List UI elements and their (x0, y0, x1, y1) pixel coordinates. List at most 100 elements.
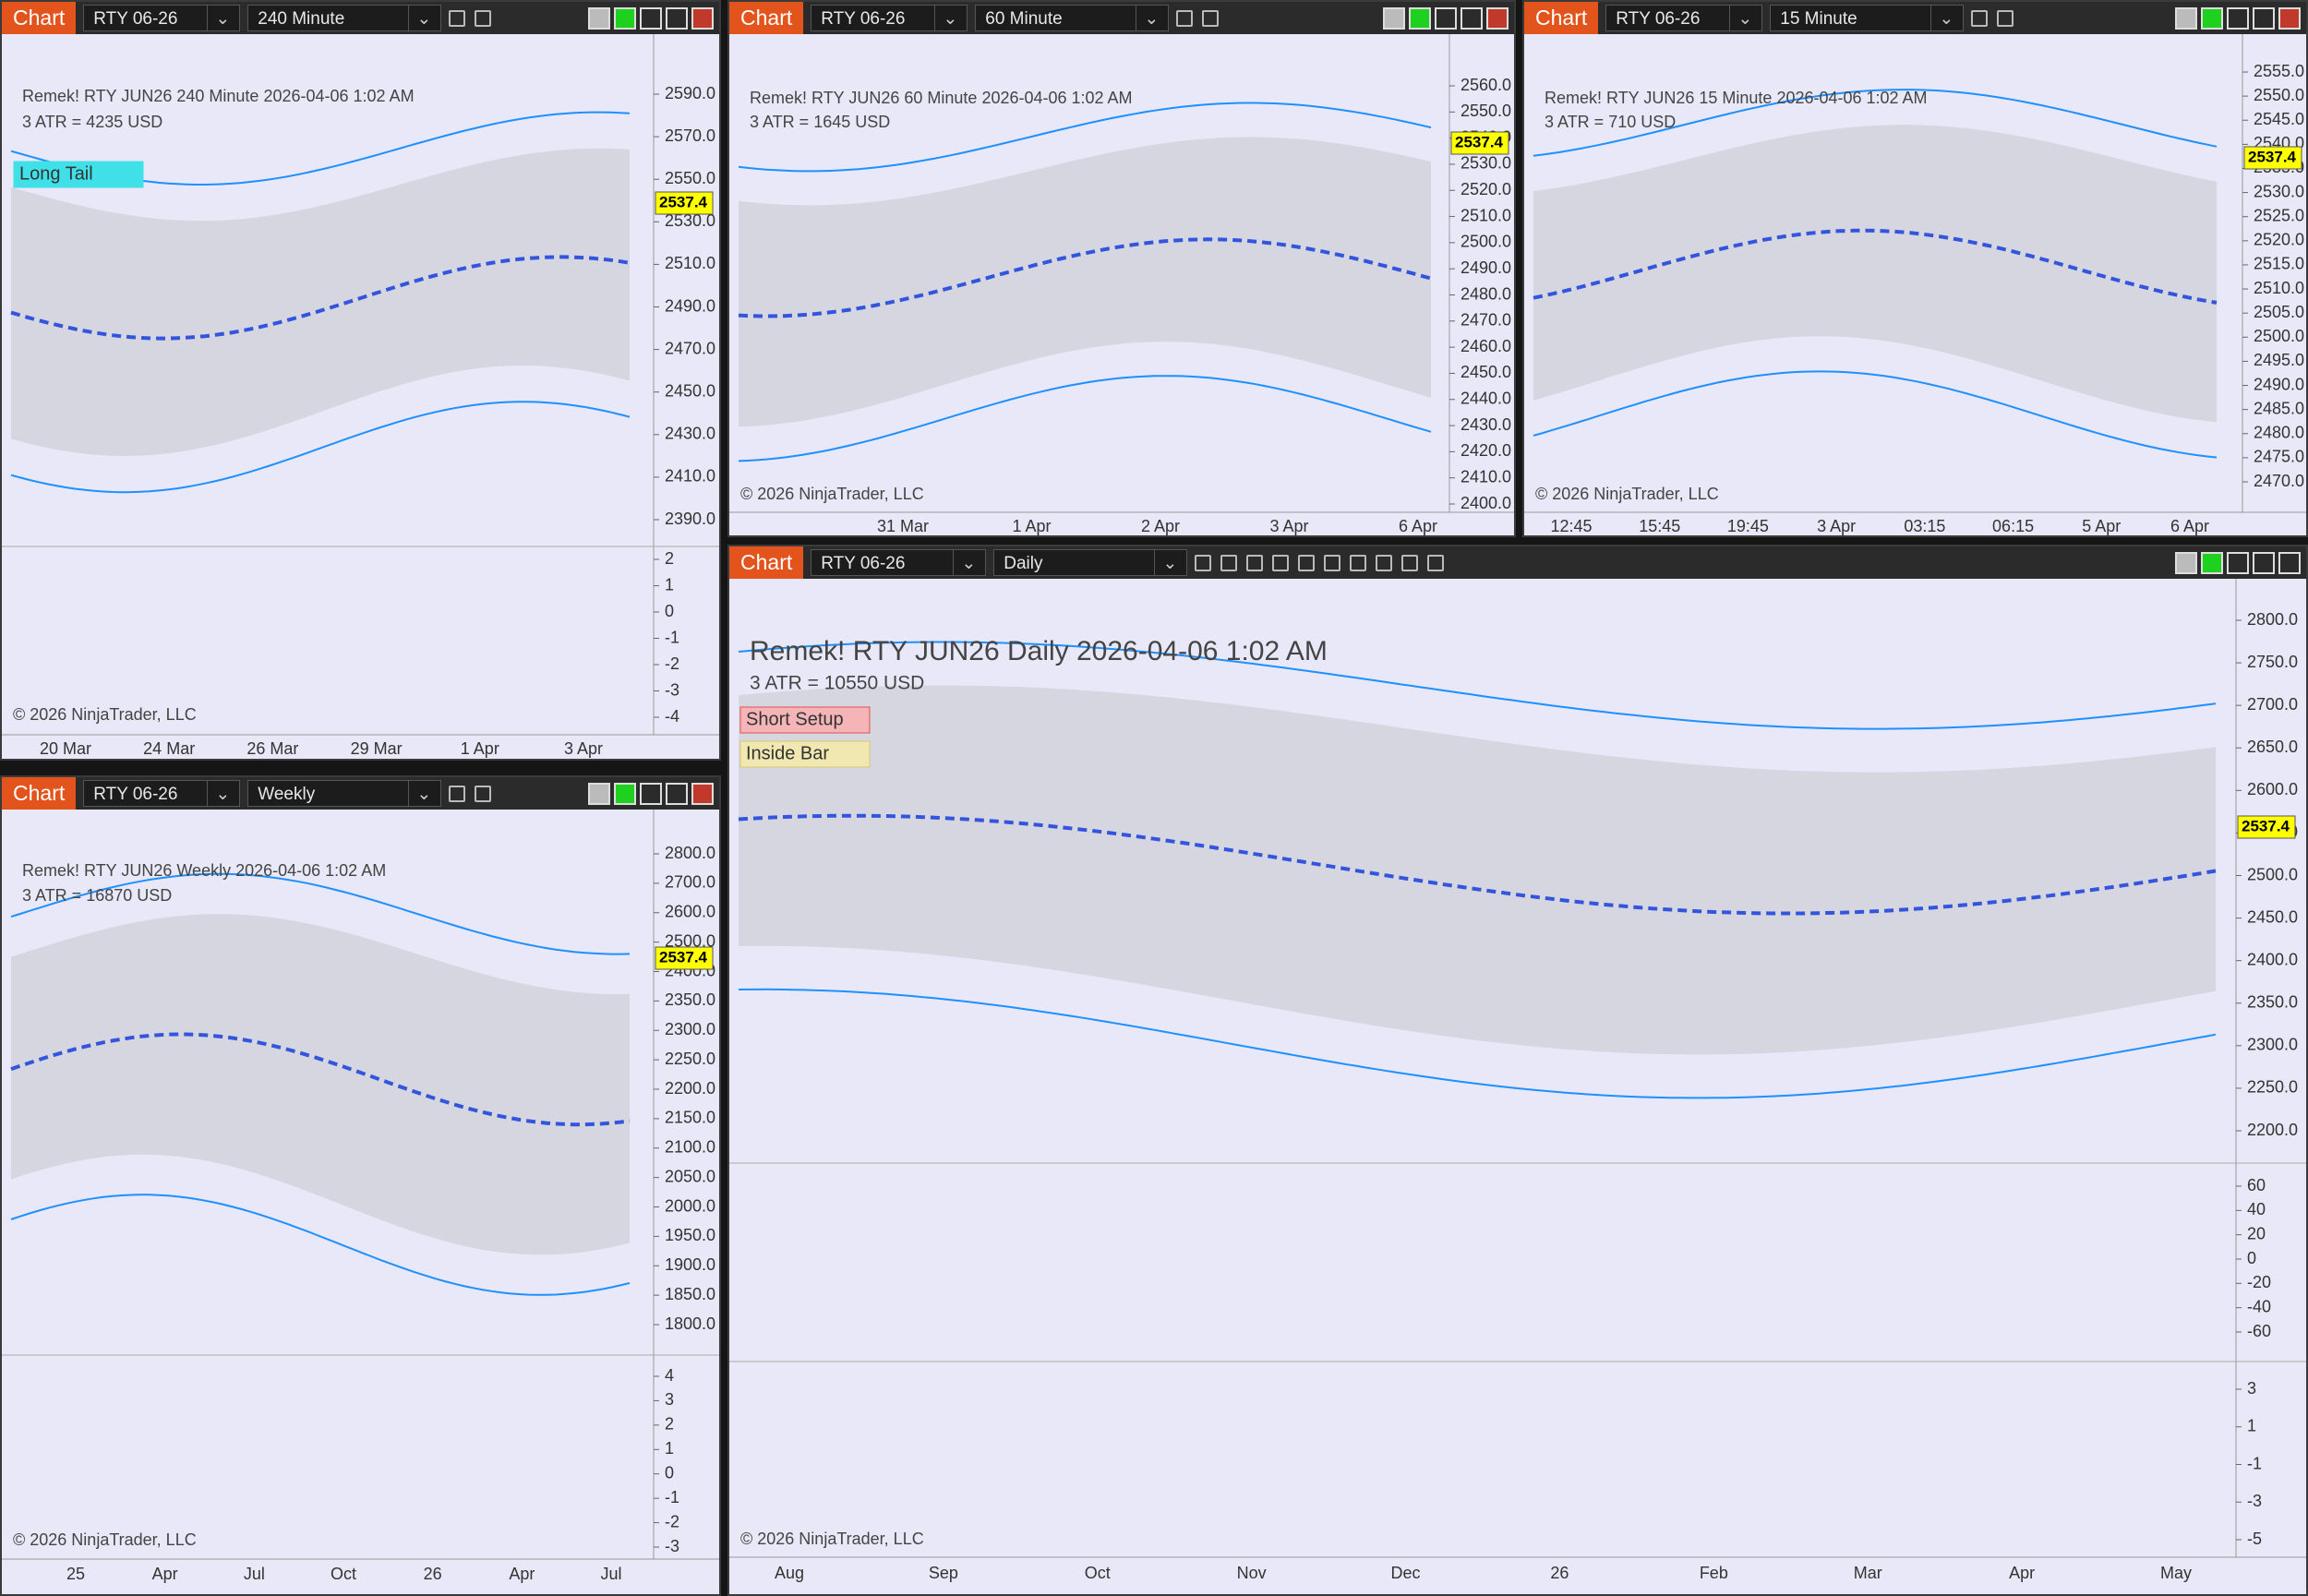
time-label: 6 Apr (1399, 517, 1437, 535)
window-button[interactable] (1461, 6, 1483, 30)
window-button[interactable] (2278, 6, 2301, 30)
price-label: 2500.0 (2254, 327, 2304, 345)
window-button[interactable] (588, 782, 610, 805)
toolbar: Chart RTY 06-26 ⌄ 60 Minute ⌄ (729, 2, 1514, 34)
upper-band (738, 641, 2217, 730)
interval-selector[interactable]: 240 Minute ⌄ (247, 5, 442, 31)
time-label: Feb (1700, 1564, 1728, 1582)
instrument-selector[interactable]: RTY 06-26 ⌄ (811, 5, 968, 31)
signal-label-text: Short Setup (746, 709, 844, 729)
envelope-band (11, 914, 630, 1255)
window-button[interactable] (2278, 551, 2301, 574)
toolbar: Chart RTY 06-26 ⌄ Weekly ⌄ (2, 777, 719, 810)
time-label: 19:45 (1727, 517, 1769, 535)
tool-icon[interactable] (1246, 554, 1264, 571)
time-label: May (2160, 1564, 2192, 1582)
window-button[interactable] (614, 782, 636, 805)
tool-icon[interactable] (1220, 554, 1238, 571)
interval: Daily (1004, 554, 1043, 573)
window-button[interactable] (666, 6, 688, 30)
time-label: 1 Apr (1012, 517, 1051, 535)
window-button[interactable] (2175, 551, 2197, 574)
price-label: 2490.0 (665, 296, 715, 315)
tool-icon[interactable] (1272, 554, 1290, 571)
window-button[interactable] (614, 6, 636, 30)
instrument-selector[interactable]: RTY 06-26 ⌄ (83, 780, 241, 807)
interval-selector[interactable]: 15 Minute ⌄ (1770, 5, 1965, 31)
tool-icon[interactable] (1971, 9, 1989, 27)
interval-selector[interactable]: Daily ⌄ (993, 549, 1188, 576)
price-label: 2200.0 (665, 1079, 715, 1098)
price-label: 2390.0 (665, 510, 715, 528)
chart-tab: Chart (1524, 2, 1599, 34)
price-tag-box (655, 191, 714, 215)
window-button[interactable] (640, 782, 662, 805)
envelope-band (739, 137, 1431, 427)
window-button[interactable] (691, 782, 714, 805)
instrument-selector[interactable]: RTY 06-26 ⌄ (811, 549, 987, 576)
time-label: Dec (1391, 1564, 1421, 1582)
window-button[interactable] (2175, 6, 2197, 30)
copyright: © 2026 NinjaTrader, LLC (13, 1530, 197, 1549)
tool-icon[interactable] (1202, 9, 1220, 27)
price-label: 2350.0 (665, 990, 715, 1009)
price-tag-box (1450, 131, 1509, 155)
price-tag: 2537.4 (2237, 815, 2296, 839)
price-label: 2600.0 (665, 903, 715, 921)
time-label: 3 Apr (1817, 517, 1856, 535)
window-button[interactable] (2201, 551, 2223, 574)
window-button[interactable] (1486, 6, 1509, 30)
atr-label: 3 ATR = 710 USD (1545, 113, 1676, 131)
instrument-selector[interactable]: RTY 06-26 ⌄ (83, 5, 241, 31)
price-label: 2525.0 (2254, 206, 2304, 224)
chart-title: Remek! RTY JUN26 15 Minute 2026-04-06 1:… (1545, 89, 1928, 107)
time-label: 15:45 (1639, 517, 1680, 535)
dropdown-arrow: ⌄ (408, 781, 431, 806)
tool-icon[interactable] (1195, 554, 1212, 571)
interval-selector[interactable]: 60 Minute ⌄ (975, 5, 1170, 31)
price-label: 2490.0 (1461, 258, 1511, 277)
tool-icon[interactable] (1376, 554, 1393, 571)
dropdown-arrow: ⌄ (207, 6, 230, 30)
instrument-selector[interactable]: RTY 06-26 ⌄ (1605, 5, 1763, 31)
window-button[interactable] (2253, 6, 2275, 30)
tool-icon[interactable] (475, 9, 492, 27)
tool-icon[interactable] (1324, 554, 1341, 571)
chart-window: Chart RTY 06-26 ⌄ 15 Minute ⌄ Remek! RTY JUN2… (1522, 0, 2308, 537)
price-label: 2250.0 (2247, 1078, 2298, 1097)
price-label: 2545.0 (2254, 110, 2304, 128)
price-label: 2570.0 (665, 126, 715, 145)
tool-icon[interactable] (1427, 554, 1445, 571)
oscillator-label: 60 (2247, 1176, 2266, 1194)
window-button[interactable] (1435, 6, 1457, 30)
time-label: Apr (2009, 1564, 2035, 1582)
window-button[interactable] (2253, 551, 2275, 574)
time-label: Mar (1854, 1564, 1882, 1582)
tool-icon[interactable] (449, 785, 466, 802)
price-label: 2700.0 (2247, 695, 2298, 714)
window-button[interactable] (2227, 6, 2249, 30)
window-button[interactable] (1383, 6, 1405, 30)
price-label: 2550.0 (2254, 86, 2304, 104)
signal-label-box (739, 740, 871, 768)
tool-icon[interactable] (1401, 554, 1419, 571)
window-button[interactable] (691, 6, 714, 30)
tool-icon[interactable] (1176, 9, 1194, 27)
window-button[interactable] (2201, 6, 2223, 30)
window-button[interactable] (588, 6, 610, 30)
tool-icon[interactable] (475, 785, 492, 802)
tool-icon[interactable] (1997, 9, 2014, 27)
tool-icon[interactable] (1298, 554, 1316, 571)
tool-icon[interactable] (449, 9, 466, 27)
atr-label: 3 ATR = 16870 USD (22, 886, 172, 905)
price-label: 2510.0 (1461, 206, 1511, 224)
window-button[interactable] (1409, 6, 1431, 30)
interval-selector[interactable]: Weekly ⌄ (247, 780, 442, 807)
window-button[interactable] (640, 6, 662, 30)
window-button[interactable] (2227, 551, 2249, 574)
signal-label: Short Setup (739, 706, 871, 734)
price-label: 2475.0 (2254, 448, 2304, 466)
window-button[interactable] (666, 782, 688, 805)
tool-icon[interactable] (1350, 554, 1367, 571)
price-tag: 2537.4 (655, 946, 714, 970)
